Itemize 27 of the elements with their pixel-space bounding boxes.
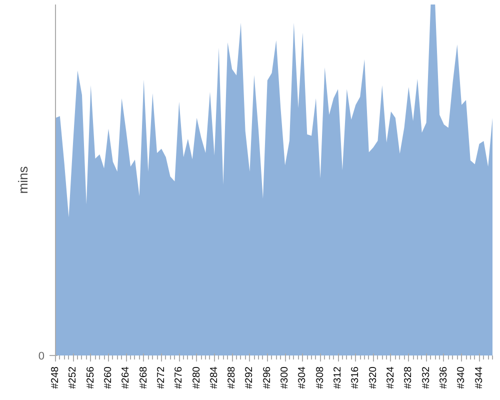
x-tick-label: #268 — [138, 366, 150, 389]
text: 0 — [38, 350, 45, 362]
x-tick-label: #276 — [174, 366, 185, 389]
x-tick-label: #312 — [332, 366, 344, 389]
x-tick-label: #260 — [102, 366, 114, 389]
y-axis-title: mins — [15, 166, 30, 194]
x-tick-label: #340 — [456, 366, 468, 389]
x-tick-label: #324 — [385, 366, 396, 389]
x-tick-label: #300 — [280, 366, 291, 389]
x-tick-label: #328 — [403, 366, 414, 389]
x-tick-label: #308 — [314, 366, 326, 389]
x-tick-label: #248 — [50, 366, 61, 389]
x-tick-label: #272 — [156, 366, 167, 389]
x-tick-label: #320 — [368, 366, 379, 389]
x-tick-label: #264 — [120, 366, 132, 389]
x-tick-label: #252 — [68, 366, 79, 389]
x-tick-label: #316 — [350, 366, 362, 389]
x-tick-label: #256 — [85, 366, 96, 389]
x-tick-label: #336 — [438, 366, 450, 389]
x-tick-label: #344 — [474, 366, 485, 389]
x-tick-label: #292 — [244, 366, 256, 389]
x-tick-label: #304 — [297, 366, 308, 389]
x-tick-label: #284 — [208, 366, 220, 389]
x-tick-label: #332 — [420, 366, 432, 389]
x-tick-label: #280 — [191, 366, 202, 389]
x-tick-label: #296 — [262, 366, 273, 389]
x-tick-label: #288 — [226, 366, 238, 389]
